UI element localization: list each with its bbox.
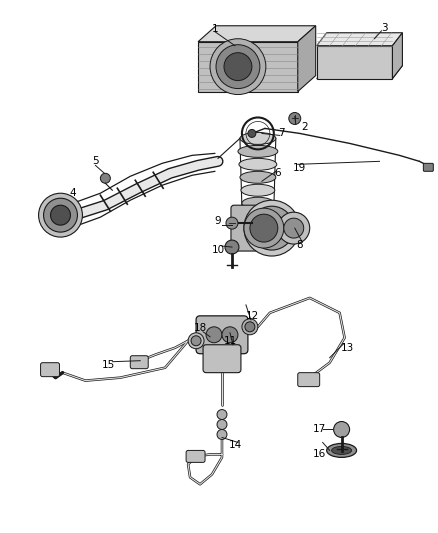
Circle shape <box>226 217 238 229</box>
Circle shape <box>258 214 286 242</box>
Circle shape <box>191 336 201 346</box>
Circle shape <box>244 200 300 256</box>
Ellipse shape <box>240 171 276 183</box>
Text: 9: 9 <box>215 216 221 226</box>
Circle shape <box>100 173 110 183</box>
Text: 17: 17 <box>313 424 326 434</box>
Circle shape <box>217 409 227 419</box>
Text: 15: 15 <box>102 360 115 370</box>
Ellipse shape <box>332 447 352 455</box>
Ellipse shape <box>327 443 357 457</box>
FancyBboxPatch shape <box>298 373 320 386</box>
Text: 8: 8 <box>297 240 303 250</box>
FancyBboxPatch shape <box>41 362 60 377</box>
Circle shape <box>242 319 258 335</box>
Text: 4: 4 <box>69 188 76 198</box>
Polygon shape <box>298 26 316 92</box>
Circle shape <box>250 214 278 242</box>
Text: 19: 19 <box>293 163 306 173</box>
Text: 5: 5 <box>92 156 99 166</box>
FancyBboxPatch shape <box>231 205 287 251</box>
Circle shape <box>206 327 222 343</box>
Text: 16: 16 <box>313 449 326 459</box>
Ellipse shape <box>239 158 277 171</box>
Text: 13: 13 <box>341 343 354 353</box>
Ellipse shape <box>242 197 274 209</box>
FancyBboxPatch shape <box>424 163 433 171</box>
Circle shape <box>278 212 310 244</box>
Circle shape <box>216 45 260 88</box>
Circle shape <box>43 198 78 232</box>
Text: 11: 11 <box>223 336 237 346</box>
Polygon shape <box>317 66 403 78</box>
FancyBboxPatch shape <box>186 450 205 462</box>
Ellipse shape <box>241 184 275 196</box>
FancyBboxPatch shape <box>203 345 241 373</box>
Circle shape <box>244 208 284 248</box>
Circle shape <box>210 39 266 94</box>
FancyBboxPatch shape <box>130 356 148 369</box>
Circle shape <box>39 193 82 237</box>
Text: 7: 7 <box>279 128 285 139</box>
Polygon shape <box>198 42 298 92</box>
Circle shape <box>217 430 227 439</box>
Circle shape <box>224 53 252 80</box>
Polygon shape <box>317 33 403 46</box>
Ellipse shape <box>240 132 276 144</box>
Circle shape <box>222 327 238 343</box>
Circle shape <box>250 206 294 250</box>
Text: 14: 14 <box>228 440 242 450</box>
Text: 6: 6 <box>275 168 281 179</box>
Polygon shape <box>317 46 392 78</box>
Circle shape <box>217 419 227 430</box>
FancyBboxPatch shape <box>196 316 248 354</box>
Text: 1: 1 <box>212 24 218 34</box>
Polygon shape <box>198 26 316 42</box>
Circle shape <box>248 130 256 138</box>
Text: 12: 12 <box>246 311 260 321</box>
Text: 2: 2 <box>301 123 308 132</box>
Circle shape <box>334 422 350 438</box>
Text: 18: 18 <box>194 323 207 333</box>
Ellipse shape <box>238 146 278 157</box>
Circle shape <box>225 240 239 254</box>
Circle shape <box>284 218 304 238</box>
Circle shape <box>50 205 71 225</box>
Circle shape <box>245 322 255 332</box>
Text: 10: 10 <box>212 245 225 255</box>
Text: 3: 3 <box>381 23 388 33</box>
Polygon shape <box>392 33 403 78</box>
Circle shape <box>188 333 204 349</box>
Circle shape <box>289 112 301 124</box>
